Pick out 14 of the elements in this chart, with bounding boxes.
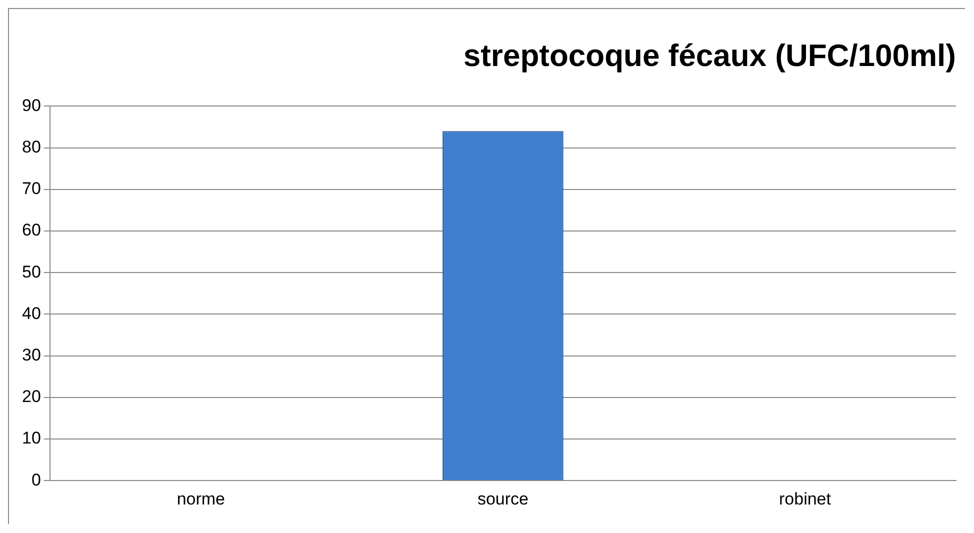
y-tick-label: 80	[22, 137, 41, 156]
chart-title: streptocoque fécaux (UFC/100ml)	[463, 38, 956, 74]
y-tick-label: 60	[22, 220, 41, 240]
x-tick-label: source	[477, 489, 528, 508]
y-tick-label: 20	[22, 387, 41, 406]
y-tick-label: 90	[22, 96, 41, 115]
y-tick-label: 70	[22, 179, 41, 198]
y-tick-label: 30	[22, 345, 41, 364]
y-tick-label: 10	[22, 428, 41, 448]
y-tick-label: 50	[22, 262, 41, 282]
x-tick-label: robinet	[778, 489, 832, 508]
y-tick-label: 0	[31, 470, 41, 490]
x-tick-label: norme	[176, 489, 226, 508]
y-tick-label: 40	[22, 304, 41, 323]
